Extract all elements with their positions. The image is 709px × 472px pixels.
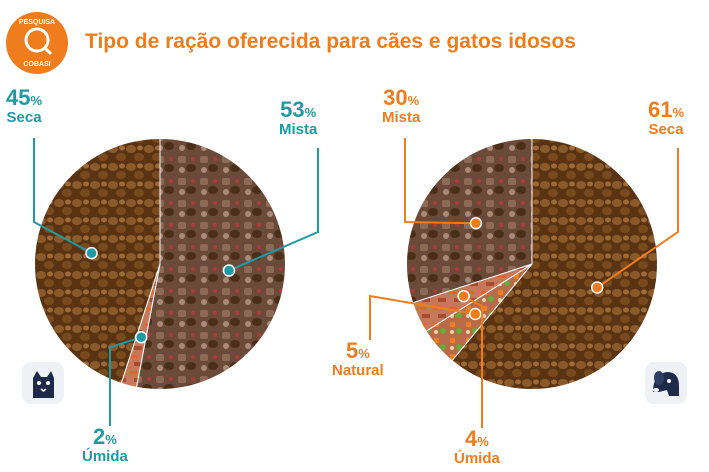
badge-line2: COBASI bbox=[23, 61, 50, 68]
marker-cat-seca bbox=[85, 246, 98, 260]
dog-icon bbox=[645, 362, 687, 404]
label-cat-seca: 45% Seca bbox=[6, 85, 43, 126]
chart-title: Tipo de ração oferecida para cães e gato… bbox=[85, 30, 576, 53]
magnifier-icon bbox=[24, 27, 50, 53]
marker-dog-natural bbox=[469, 307, 482, 321]
marker-dog-seca bbox=[590, 281, 604, 294]
leader-line-cat-mista bbox=[228, 148, 319, 272]
pie-chart-cats bbox=[33, 137, 287, 391]
marker-dog-mista bbox=[469, 217, 483, 230]
leader-line-dog-umida bbox=[463, 295, 483, 428]
label-cat-umida: 2% Úmida bbox=[82, 424, 128, 465]
badge-line1: PESQUISA bbox=[19, 19, 55, 26]
marker-cat-umida bbox=[134, 330, 148, 344]
label-dog-mista: 30% Mista bbox=[382, 85, 421, 126]
leader-line-cat-umida bbox=[109, 336, 142, 426]
marker-dog-umida bbox=[457, 289, 470, 303]
label-cat-mista: 53% Mista bbox=[279, 97, 318, 138]
label-dog-seca: 61% Seca bbox=[648, 97, 685, 138]
label-dog-umida: 4% Úmida bbox=[454, 426, 500, 467]
leader-line-dog-mista bbox=[404, 138, 476, 225]
leader-line-cat-seca bbox=[33, 138, 93, 255]
pesquisa-cobasi-badge: PESQUISA COBASI bbox=[6, 12, 68, 74]
marker-cat-mista bbox=[222, 264, 236, 277]
pie-chart-dogs bbox=[405, 137, 659, 391]
leader-line-dog-seca bbox=[596, 148, 679, 289]
cat-icon bbox=[22, 362, 64, 404]
label-dog-natural: 5% Natural bbox=[332, 338, 384, 379]
leader-line-dog-natural bbox=[369, 294, 476, 340]
